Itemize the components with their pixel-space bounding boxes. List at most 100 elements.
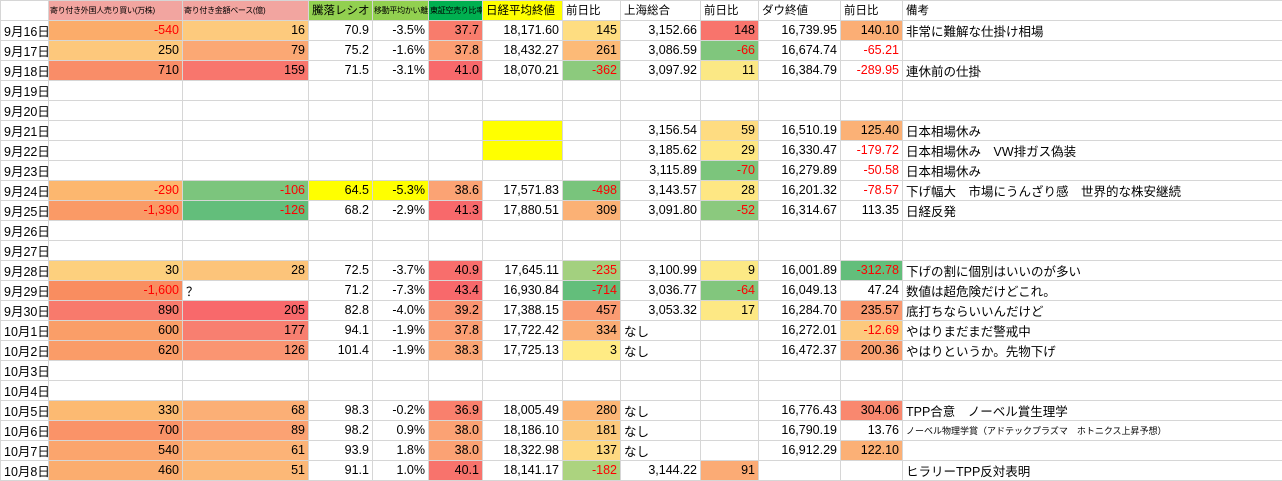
- cell[interactable]: 79: [183, 40, 309, 60]
- cell[interactable]: 18,171.60: [483, 20, 563, 40]
- column-header[interactable]: 寄り付き金額ベース(億): [183, 1, 309, 21]
- cell[interactable]: 9: [701, 260, 759, 280]
- date-cell[interactable]: 9月27日: [1, 240, 49, 260]
- remark-cell[interactable]: [903, 220, 1282, 240]
- cell[interactable]: 16,674.74: [759, 40, 841, 60]
- cell[interactable]: 600: [49, 320, 183, 340]
- remark-cell[interactable]: ノーベル物理学賞（アドテックプラズマ ホトニクス上昇予想）: [903, 420, 1282, 440]
- cell[interactable]: [309, 140, 373, 160]
- cell[interactable]: [563, 140, 621, 160]
- cell[interactable]: [701, 420, 759, 440]
- cell[interactable]: 205: [183, 300, 309, 320]
- cell[interactable]: [49, 220, 183, 240]
- cell[interactable]: [309, 160, 373, 180]
- column-header[interactable]: [1, 1, 49, 21]
- cell[interactable]: [701, 400, 759, 420]
- remark-cell[interactable]: [903, 440, 1282, 460]
- date-cell[interactable]: 10月2日: [1, 340, 49, 360]
- date-cell[interactable]: 10月8日: [1, 460, 49, 480]
- cell[interactable]: [183, 160, 309, 180]
- cell[interactable]: [563, 120, 621, 140]
- cell[interactable]: 16,790.19: [759, 420, 841, 440]
- cell[interactable]: -106: [183, 180, 309, 200]
- cell[interactable]: -65.21: [841, 40, 903, 60]
- cell[interactable]: 181: [563, 420, 621, 440]
- cell[interactable]: 235.57: [841, 300, 903, 320]
- cell[interactable]: [429, 80, 483, 100]
- cell[interactable]: 38.3: [429, 340, 483, 360]
- cell[interactable]: -1.6%: [373, 40, 429, 60]
- date-cell[interactable]: 9月20日: [1, 100, 49, 120]
- cell[interactable]: [183, 100, 309, 120]
- cell[interactable]: [373, 140, 429, 160]
- cell[interactable]: 41.0: [429, 60, 483, 80]
- cell[interactable]: -289.95: [841, 60, 903, 80]
- cell[interactable]: 40.1: [429, 460, 483, 480]
- cell[interactable]: -714: [563, 280, 621, 300]
- cell[interactable]: [183, 220, 309, 240]
- cell[interactable]: [429, 240, 483, 260]
- cell[interactable]: 137: [563, 440, 621, 460]
- cell[interactable]: [373, 380, 429, 400]
- cell[interactable]: [429, 120, 483, 140]
- cell[interactable]: [483, 80, 563, 100]
- date-cell[interactable]: 9月23日: [1, 160, 49, 180]
- cell[interactable]: [373, 120, 429, 140]
- cell[interactable]: [49, 120, 183, 140]
- cell[interactable]: [563, 80, 621, 100]
- column-header[interactable]: 備考: [903, 1, 1282, 21]
- cell[interactable]: -312.78: [841, 260, 903, 280]
- cell[interactable]: 145: [563, 20, 621, 40]
- cell[interactable]: [621, 80, 701, 100]
- cell[interactable]: [373, 360, 429, 380]
- column-header[interactable]: 前日比: [701, 1, 759, 21]
- cell[interactable]: 16,201.32: [759, 180, 841, 200]
- cell[interactable]: なし: [621, 340, 701, 360]
- cell[interactable]: -0.2%: [373, 400, 429, 420]
- date-cell[interactable]: 9月29日: [1, 280, 49, 300]
- cell[interactable]: [49, 360, 183, 380]
- cell[interactable]: 3,185.62: [621, 140, 701, 160]
- cell[interactable]: 29: [701, 140, 759, 160]
- cell[interactable]: [49, 380, 183, 400]
- cell[interactable]: 30: [49, 260, 183, 280]
- column-header[interactable]: 騰落レシオ: [309, 1, 373, 21]
- remark-cell[interactable]: [903, 360, 1282, 380]
- cell[interactable]: [483, 100, 563, 120]
- cell[interactable]: 16,272.01: [759, 320, 841, 340]
- cell[interactable]: [701, 320, 759, 340]
- cell[interactable]: 40.9: [429, 260, 483, 280]
- cell[interactable]: 89: [183, 420, 309, 440]
- cell[interactable]: 3,115.89: [621, 160, 701, 180]
- cell[interactable]: [429, 140, 483, 160]
- cell[interactable]: ？: [183, 280, 309, 300]
- cell[interactable]: 16,776.43: [759, 400, 841, 420]
- cell[interactable]: 39.2: [429, 300, 483, 320]
- cell[interactable]: [483, 360, 563, 380]
- cell[interactable]: 91.1: [309, 460, 373, 480]
- cell[interactable]: 17,880.51: [483, 200, 563, 220]
- cell[interactable]: [759, 360, 841, 380]
- cell[interactable]: [701, 440, 759, 460]
- date-cell[interactable]: 9月28日: [1, 260, 49, 280]
- column-header[interactable]: 前日比: [841, 1, 903, 21]
- cell[interactable]: -235: [563, 260, 621, 280]
- cell[interactable]: 3: [563, 340, 621, 360]
- date-cell[interactable]: 10月6日: [1, 420, 49, 440]
- cell[interactable]: [841, 460, 903, 480]
- cell[interactable]: 18,186.10: [483, 420, 563, 440]
- cell[interactable]: 61: [183, 440, 309, 460]
- cell[interactable]: [701, 380, 759, 400]
- cell[interactable]: [701, 100, 759, 120]
- cell[interactable]: [759, 80, 841, 100]
- cell[interactable]: 3,144.22: [621, 460, 701, 480]
- cell[interactable]: [483, 220, 563, 240]
- cell[interactable]: 91: [701, 460, 759, 480]
- cell[interactable]: [373, 80, 429, 100]
- date-cell[interactable]: 10月3日: [1, 360, 49, 380]
- cell[interactable]: -126: [183, 200, 309, 220]
- cell[interactable]: 113.35: [841, 200, 903, 220]
- cell[interactable]: [701, 340, 759, 360]
- cell[interactable]: 159: [183, 60, 309, 80]
- cell[interactable]: 72.5: [309, 260, 373, 280]
